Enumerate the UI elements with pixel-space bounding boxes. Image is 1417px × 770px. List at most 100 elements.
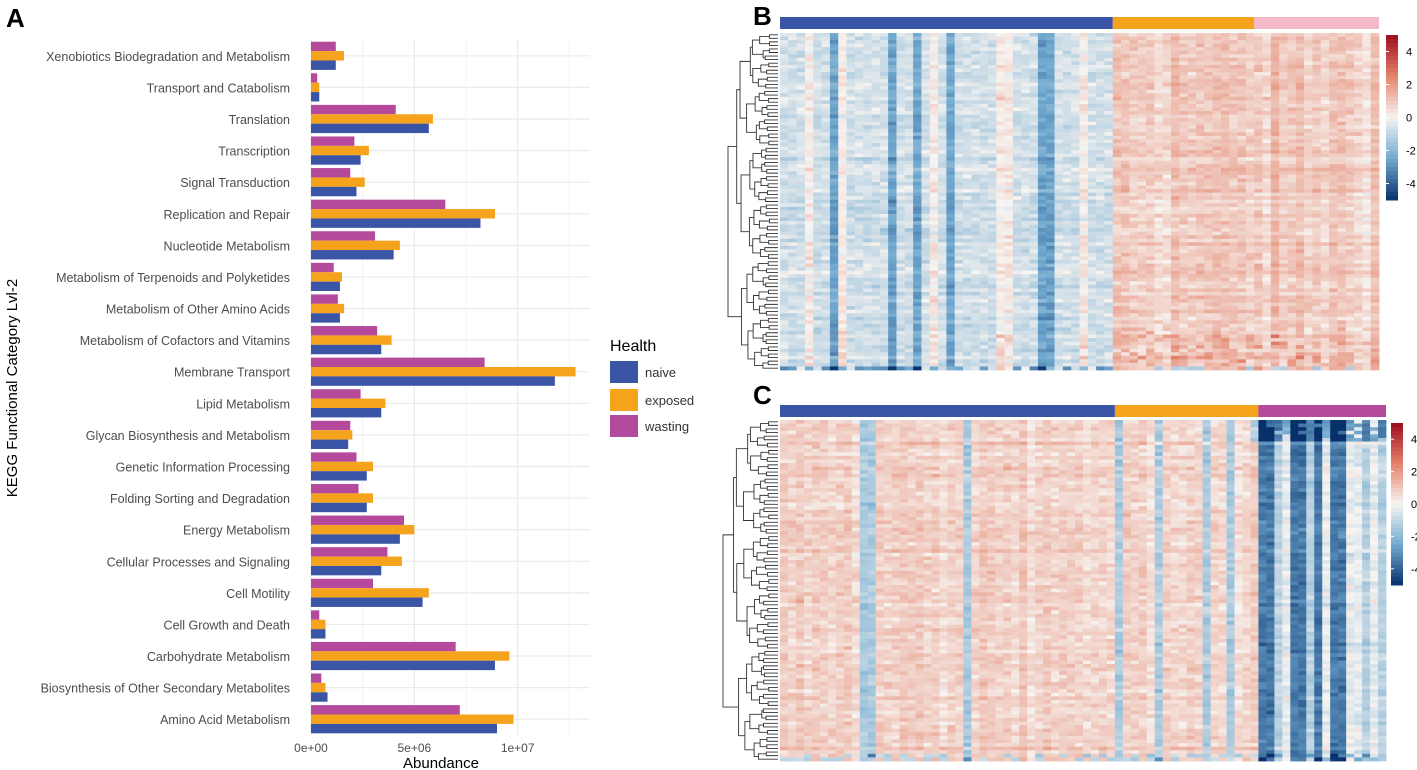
heatmap-cell	[1304, 231, 1313, 236]
heatmap-cell	[1254, 86, 1263, 91]
heatmap-cell	[1212, 167, 1222, 172]
heatmap-cell	[1029, 228, 1039, 233]
heatmap-cell	[1112, 86, 1122, 91]
heatmap-cell	[1012, 228, 1022, 233]
heatmap-cell	[946, 72, 956, 76]
heatmap-cell	[796, 221, 806, 225]
heatmap-cell	[1337, 189, 1347, 194]
heatmap-cell	[1121, 82, 1130, 87]
heatmap-cell	[1245, 181, 1255, 186]
heatmap-cell	[888, 86, 897, 91]
heatmap-cell	[954, 93, 964, 98]
bar-naive	[311, 218, 481, 228]
dendrogram-branch	[764, 154, 778, 160]
heatmap-cell	[1262, 100, 1272, 105]
heatmap-cell	[1354, 142, 1363, 147]
heatmap-cell	[1104, 96, 1114, 101]
heatmap-cell	[888, 221, 897, 225]
heatmap-cell	[1021, 171, 1030, 176]
heatmap-cell	[879, 54, 889, 59]
heatmap-cell	[1329, 238, 1338, 243]
heatmap-cell	[1121, 64, 1130, 69]
heatmap-cell	[1154, 160, 1164, 165]
heatmap-cell	[1220, 238, 1230, 243]
heatmap-cell	[1096, 118, 1105, 123]
heatmap-cell	[1270, 93, 1280, 98]
heatmap-cell	[987, 100, 997, 105]
heatmap-cell	[996, 103, 1006, 108]
heatmap-cell	[780, 40, 789, 45]
bar-naive	[311, 692, 328, 702]
heatmap-cell	[1187, 217, 1197, 222]
heatmap-cell	[829, 107, 839, 112]
heatmap-cell	[1220, 64, 1230, 69]
heatmap-cell	[1029, 114, 1039, 119]
heatmap-cell	[1354, 235, 1363, 240]
heatmap-cell	[1362, 160, 1372, 165]
heatmap-cell	[1337, 121, 1347, 126]
heatmap-cell	[1004, 221, 1014, 225]
heatmap-cell	[854, 260, 864, 264]
heatmap-cell	[1029, 210, 1039, 215]
heatmap-cell	[1345, 242, 1355, 247]
heatmap-cell	[1162, 164, 1172, 169]
heatmap-cell	[1062, 206, 1072, 211]
heatmap-cell	[1004, 181, 1014, 186]
heatmap-cell	[938, 33, 947, 37]
heatmap-cell	[913, 164, 922, 169]
heatmap-cell	[904, 89, 914, 94]
heatmap-cell	[1262, 252, 1272, 257]
heatmap-cell	[1154, 203, 1164, 208]
heatmap-cell	[788, 89, 798, 94]
heatmap-cell	[804, 267, 814, 272]
heatmap-cell	[1329, 107, 1338, 112]
heatmap-cell	[1054, 160, 1064, 165]
heatmap-cell	[921, 114, 931, 119]
heatmap-cell	[788, 47, 806, 52]
heatmap-cell	[854, 267, 864, 272]
heatmap-cell	[896, 213, 906, 218]
heatmap-cell	[1237, 213, 1247, 218]
heatmap-cell	[1254, 217, 1263, 222]
heatmap-cell	[1162, 142, 1172, 147]
heatmap-cell	[979, 192, 989, 197]
heatmap-cell	[813, 118, 822, 123]
heatmap-cell	[1295, 89, 1305, 94]
heatmap-cell	[996, 213, 1006, 218]
heatmap-cell	[1146, 121, 1155, 126]
heatmap-cell	[1029, 196, 1039, 201]
heatmap-cell	[1137, 160, 1147, 165]
heatmap-cell	[813, 54, 822, 59]
dendrogram-branch	[760, 348, 769, 357]
heatmap-cell	[788, 61, 798, 66]
heatmap-cell	[1062, 256, 1072, 261]
heatmap-cell	[1037, 86, 1047, 91]
heatmap-cell	[1021, 256, 1030, 261]
heatmap-cell	[963, 189, 972, 194]
heatmap-cell	[938, 224, 947, 229]
heatmap-cell	[904, 267, 914, 272]
heatmap-cell	[1012, 103, 1022, 108]
heatmap-cell	[1245, 142, 1255, 147]
heatmap-cell	[1295, 103, 1305, 108]
heatmap-cell	[913, 139, 922, 144]
heatmap-cell	[1279, 178, 1288, 183]
heatmap-cell	[1204, 82, 1214, 87]
heatmap-cell	[1295, 164, 1305, 169]
heatmap-cell	[1195, 72, 1205, 76]
heatmap-cell	[1254, 252, 1263, 257]
heatmap-cell	[821, 196, 831, 201]
heatmap-cell	[1362, 93, 1372, 98]
heatmap-cell	[1062, 181, 1072, 186]
heatmap-cell	[971, 242, 981, 247]
heatmap-cell	[1254, 64, 1263, 69]
heatmap-cell	[846, 231, 856, 236]
heatmap-cell	[1062, 167, 1072, 172]
heatmap-cell	[1021, 157, 1030, 162]
heatmap-cell	[1129, 64, 1139, 69]
heatmap-cell	[904, 203, 914, 208]
heatmap-cell	[1112, 64, 1122, 69]
heatmap-cell	[1071, 221, 1080, 225]
heatmap-cell	[1112, 128, 1122, 133]
heatmap-cell	[938, 245, 947, 250]
